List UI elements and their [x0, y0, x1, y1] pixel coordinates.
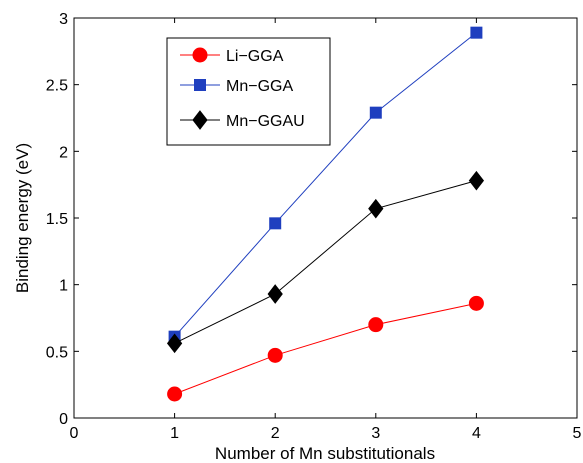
data-point [468, 295, 484, 311]
series-line [174, 302, 477, 395]
x-tick-label: 3 [371, 425, 380, 442]
data-point [369, 106, 382, 119]
x-axis-label: Number of Mn substitutionals [215, 444, 435, 463]
data-point [368, 317, 384, 333]
x-tick-label: 4 [472, 425, 481, 442]
data-point [468, 170, 485, 191]
legend-marker [194, 79, 206, 91]
data-point [167, 386, 183, 402]
data-point [267, 347, 283, 363]
y-tick-label: 3 [59, 11, 68, 28]
series-0 [167, 295, 484, 402]
legend-marker [192, 47, 208, 63]
axis-ticks: 0 1 2 3 4 5 0 0.5 1 1.5 2 2.5 3 [46, 11, 582, 442]
data-point [166, 333, 183, 354]
series-layer [166, 26, 485, 402]
series-line [174, 32, 477, 337]
x-tick-label: 5 [573, 425, 582, 442]
legend-label: Mn−GGA [226, 78, 293, 95]
legend-marker [192, 110, 208, 130]
series-line [174, 180, 477, 344]
legend-label: Li−GGA [226, 48, 284, 65]
y-tick-label: 2 [59, 144, 68, 161]
legend-item: Li−GGA [180, 47, 284, 65]
data-point [368, 198, 384, 219]
x-tick-label: 0 [70, 425, 79, 442]
y-tick-label: 2.5 [46, 78, 68, 95]
legend: Li−GGA Mn−GGA Mn−GGAU [166, 37, 331, 146]
y-tick-label: 1 [59, 278, 68, 295]
legend-item: Mn−GGA [180, 78, 293, 95]
legend-item: Mn−GGAU [180, 110, 305, 130]
y-tick-label: 0 [59, 411, 68, 428]
y-axis-label: Binding energy (eV) [13, 143, 32, 293]
x-tick-label: 2 [271, 425, 280, 442]
series-2 [166, 170, 485, 354]
data-point [267, 284, 283, 304]
y-tick-label: 1.5 [46, 211, 68, 228]
x-tick-label: 1 [170, 425, 179, 442]
data-point [269, 217, 282, 230]
y-tick-label: 0.5 [46, 344, 68, 361]
legend-label: Mn−GGAU [226, 113, 305, 130]
data-point [470, 26, 483, 39]
